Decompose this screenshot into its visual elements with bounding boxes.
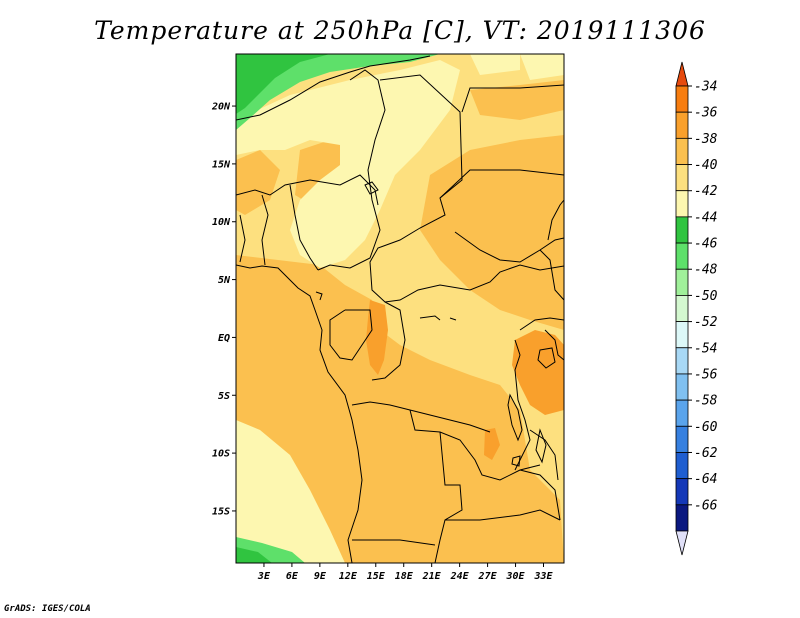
colorbar-label: -34 xyxy=(694,80,717,95)
colorbar-swatch xyxy=(675,268,689,296)
lat-label: 10S xyxy=(212,449,230,460)
colorbar-swatch xyxy=(675,190,689,218)
colorbar-label: -64 xyxy=(694,472,717,487)
lon-label: 15E xyxy=(367,571,386,582)
colorbar-swatch xyxy=(675,85,689,113)
temperature-field-pale xyxy=(236,54,564,563)
lon-label: 12E xyxy=(339,571,358,582)
lon-label: 3E xyxy=(257,571,271,582)
colorbar-swatch xyxy=(675,216,689,244)
colorbar-swatch xyxy=(675,452,689,480)
colorbar-label: -54 xyxy=(694,341,717,356)
colorbar: -34 -36 -38 -40 -42 -44 -46 -48 -50 -52 -54 -56 -58 -… xyxy=(675,61,718,556)
lon-label: 6E xyxy=(286,571,299,582)
colorbar-label: -56 xyxy=(694,367,718,382)
lon-label: 18E xyxy=(395,571,414,582)
lat-label: EQ xyxy=(218,333,230,344)
lat-label: 20N xyxy=(211,102,231,113)
lat-label: 5S xyxy=(218,391,230,402)
colorbar-swatch xyxy=(675,373,689,401)
colorbar-label: -40 xyxy=(694,158,718,173)
colorbar-swatch xyxy=(675,295,689,322)
lon-label: 27E xyxy=(478,571,498,582)
colorbar-label: -36 xyxy=(694,106,718,121)
colorbar-swatch xyxy=(675,425,689,453)
lon-label: 9E xyxy=(314,571,327,582)
colorbar-label: -38 xyxy=(694,132,718,147)
colorbar-swatch xyxy=(675,399,689,427)
colorbar-label: -66 xyxy=(694,498,718,513)
colorbar-swatch xyxy=(675,242,689,270)
lat-label: 15S xyxy=(212,506,230,517)
lon-label: 21E xyxy=(422,571,442,582)
map-axes: 20N 15N 10N 5N EQ 5S 10S 15S 3E 6E 9E 12E 15E 18E 21E 2… xyxy=(211,102,554,582)
map-panel xyxy=(236,54,564,563)
colorbar-top-triangle xyxy=(675,61,689,87)
colorbar-swatch xyxy=(675,347,689,375)
lon-label: 24E xyxy=(450,571,470,582)
colorbar-swatch xyxy=(675,321,689,349)
colorbar-label: -42 xyxy=(694,184,718,199)
temperature-field-warmer xyxy=(366,300,564,460)
lat-label: 5N xyxy=(218,275,231,286)
colorbar-swatch xyxy=(675,111,689,139)
colorbar-label: -62 xyxy=(694,446,718,461)
colorbar-label: -52 xyxy=(694,315,718,330)
lakes xyxy=(315,181,556,467)
colorbar-label: -60 xyxy=(694,420,718,435)
credit-text: GrADS: IGES/COLA xyxy=(4,604,91,614)
colorbar-label: -48 xyxy=(694,263,718,278)
country-borders xyxy=(236,55,564,563)
lon-label: 30E xyxy=(506,571,526,582)
map-frame xyxy=(235,53,565,564)
lon-label: 33E xyxy=(533,571,553,582)
temperature-field-green-dark xyxy=(236,54,330,563)
colorbar-label: -44 xyxy=(694,210,717,225)
lat-label: 10N xyxy=(212,217,231,228)
chart-title: Temperature at 250hPa [C], VT: 201911130… xyxy=(94,16,706,45)
colorbar-swatch xyxy=(675,504,689,532)
colorbar-bottom-triangle xyxy=(675,530,689,556)
colorbar-swatch xyxy=(675,137,689,165)
colorbar-swatch xyxy=(675,478,689,506)
colorbar-label: -46 xyxy=(694,237,718,252)
colorbar-label: -50 xyxy=(694,289,718,304)
colorbar-label: -58 xyxy=(694,394,718,409)
lat-label: 15N xyxy=(212,159,231,170)
colorbar-swatch xyxy=(675,164,689,192)
